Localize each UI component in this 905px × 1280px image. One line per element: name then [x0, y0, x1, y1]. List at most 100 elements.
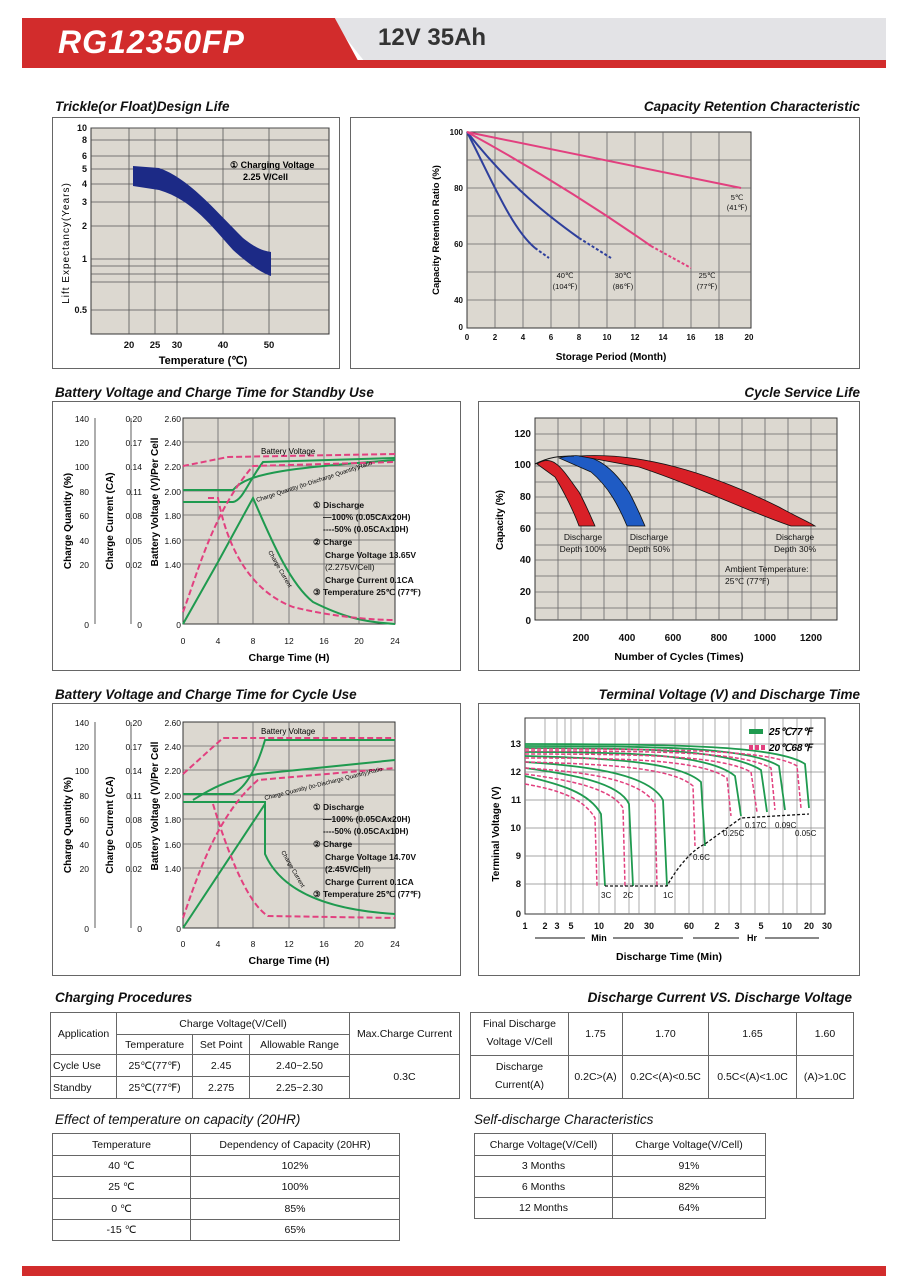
sb-y2label: Charge Current (CA): [105, 472, 116, 569]
table-row: 6 Months 82%: [474, 1176, 766, 1198]
cu-xtick: 4: [216, 939, 221, 949]
sb-note: (2.275V/Cell): [325, 562, 375, 572]
cu-vtick: 0: [176, 924, 181, 934]
cp-h-set: Set Point: [192, 1034, 251, 1055]
header-band: [330, 18, 886, 60]
dv-r1: Final Discharge Voltage V/Cell: [470, 1012, 569, 1056]
cu-xtick: 0: [181, 939, 186, 949]
cu-xtick: 12: [284, 939, 294, 949]
fl-ytick: 6: [82, 151, 87, 161]
fl-note1: ① Charging Voltage: [230, 160, 314, 170]
dv-volt: 1.70: [622, 1012, 709, 1056]
sb-qtick: 60: [80, 511, 90, 521]
dc-xtick: 30: [644, 921, 654, 931]
sb-qtick: 120: [75, 438, 89, 448]
sd-h1: Charge Voltage(V/Cell): [474, 1133, 613, 1156]
dv-current: (A)>1.0C: [796, 1055, 854, 1099]
cp-app: Cycle Use: [50, 1054, 117, 1077]
fl-ytick: 3: [82, 197, 87, 207]
dc-ylabel: Terminal Voltage (V): [491, 786, 502, 881]
cu-ctick: 0.02: [125, 864, 142, 874]
cr-ytick: 40: [454, 296, 463, 305]
cycle-life-title: Cycle Service Life: [744, 385, 860, 400]
sb-xtick: 8: [251, 636, 256, 646]
cl-ytick: 40: [520, 555, 532, 566]
cycle-life-chart: 120 100 80 60 40 20 0 200 400 600 800 10…: [495, 417, 838, 663]
dc-xtick: 2: [714, 921, 719, 931]
dc-rate: 0.17C: [745, 821, 767, 830]
cp-h-max: Max.Charge Current: [349, 1012, 460, 1055]
cl-xlabel: Number of Cycles (Times): [614, 651, 743, 663]
dc-rate: 0.6C: [693, 853, 710, 862]
cu-vtick: 1.40: [164, 864, 181, 874]
sb-note: —100% (0.05CAx20H): [323, 512, 411, 522]
cp-range: 2.40~2.50: [249, 1054, 350, 1077]
cu-ctick: 0: [137, 924, 142, 934]
dc-xtick: 10: [594, 921, 604, 931]
sb-ctick: 0.17: [125, 438, 142, 448]
dc-ytick: 8: [516, 879, 521, 890]
sb-ctick: 0.11: [126, 487, 142, 497]
cu-xtick: 20: [354, 939, 364, 949]
table-row: 0 ℃ 85%: [52, 1197, 400, 1220]
cr-label-5-f: (41℉): [727, 203, 748, 212]
dc-legend-20: 20℃68℉: [768, 743, 814, 754]
cu-qtick: 20: [80, 864, 90, 874]
dc-hr: Hr: [747, 933, 757, 943]
cu-y3label: Battery Voltage (V)/Per Cell: [150, 741, 161, 870]
cu-note: ③ Temperature 25℃ (77℉): [313, 889, 421, 899]
sd-period: 6 Months: [474, 1176, 613, 1198]
cr-ylabel: Capacity Retention Ratio (%): [431, 165, 442, 295]
footer-rule: [22, 1266, 886, 1276]
standby-panel: 140 120 100 80 60 40 20 0 0.20 0.17 0.14…: [52, 401, 461, 671]
dv-volt: 1.65: [708, 1012, 797, 1056]
sb-vtick: 2.40: [164, 438, 181, 448]
cycle-use-title: Battery Voltage and Charge Time for Cycl…: [55, 687, 357, 702]
sb-xtick: 16: [319, 636, 329, 646]
cl-xtick: 1000: [754, 633, 777, 644]
sb-vtick: 2.20: [164, 462, 181, 472]
cr-label-30: 30℃: [615, 271, 632, 280]
dc-ytick: 9: [516, 851, 521, 862]
sb-vtick: 1.60: [164, 536, 181, 546]
cp-temp: 25℃(77℉): [115, 1054, 194, 1077]
te-val: 102%: [190, 1154, 400, 1178]
cr-xtick: 2: [493, 333, 498, 342]
cu-qtick: 40: [80, 840, 90, 850]
discharge-voltage-table: Final Discharge Voltage V/Cell 1.75 1.70…: [470, 1012, 854, 1099]
cu-xlabel: Charge Time (H): [249, 955, 330, 967]
dc-xtick: 3: [554, 921, 559, 931]
cl-d1a: Discharge: [564, 532, 603, 542]
fl-xtick: 50: [264, 340, 275, 351]
dc-ytick: 10: [510, 823, 521, 834]
table-row: Final Discharge Voltage V/Cell 1.75 1.70…: [470, 1012, 854, 1056]
float-life-chart: 10 8 6 5 4 3 2 1 0.5 20 25 30 40 50 Temp…: [61, 123, 330, 367]
cl-xtick: 600: [665, 633, 682, 644]
retention-title: Capacity Retention Characteristic: [643, 99, 860, 114]
dc-xtick: 5: [758, 921, 763, 931]
te-val: 100%: [190, 1176, 400, 1199]
cp-app: Standby: [50, 1076, 117, 1099]
sb-ctick: 0: [137, 620, 142, 630]
te-val: 65%: [190, 1218, 400, 1242]
cu-note: ① Discharge: [313, 802, 364, 812]
cycle-use-chart: 140 120 100 80 60 40 20 0 0.20 0.17 0.14…: [63, 718, 421, 967]
cp-temp: 25℃(77℉): [115, 1076, 194, 1099]
dc-rate: 1C: [663, 891, 673, 900]
sd-val: 91%: [612, 1155, 766, 1177]
cr-xtick: 16: [687, 333, 696, 342]
cu-ctick: 0.05: [125, 840, 142, 850]
fl-ytick: 8: [82, 135, 87, 145]
sb-xtick: 4: [216, 636, 221, 646]
cl-xtick: 1200: [800, 633, 823, 644]
cr-xtick: 8: [577, 333, 582, 342]
cl-d3a: Discharge: [776, 532, 815, 542]
cr-xtick: 20: [745, 333, 754, 342]
dv-current: 0.2C>(A): [568, 1055, 623, 1099]
cr-xtick: 14: [659, 333, 668, 342]
cl-d1b: Depth 100%: [560, 544, 607, 554]
fl-ytick: 2: [82, 221, 87, 231]
table-row: Standby 25℃(77℉) 2.275 2.25~2.30: [50, 1076, 460, 1099]
sd-val: 82%: [612, 1176, 766, 1198]
table-row: 3 Months 91%: [474, 1155, 766, 1177]
